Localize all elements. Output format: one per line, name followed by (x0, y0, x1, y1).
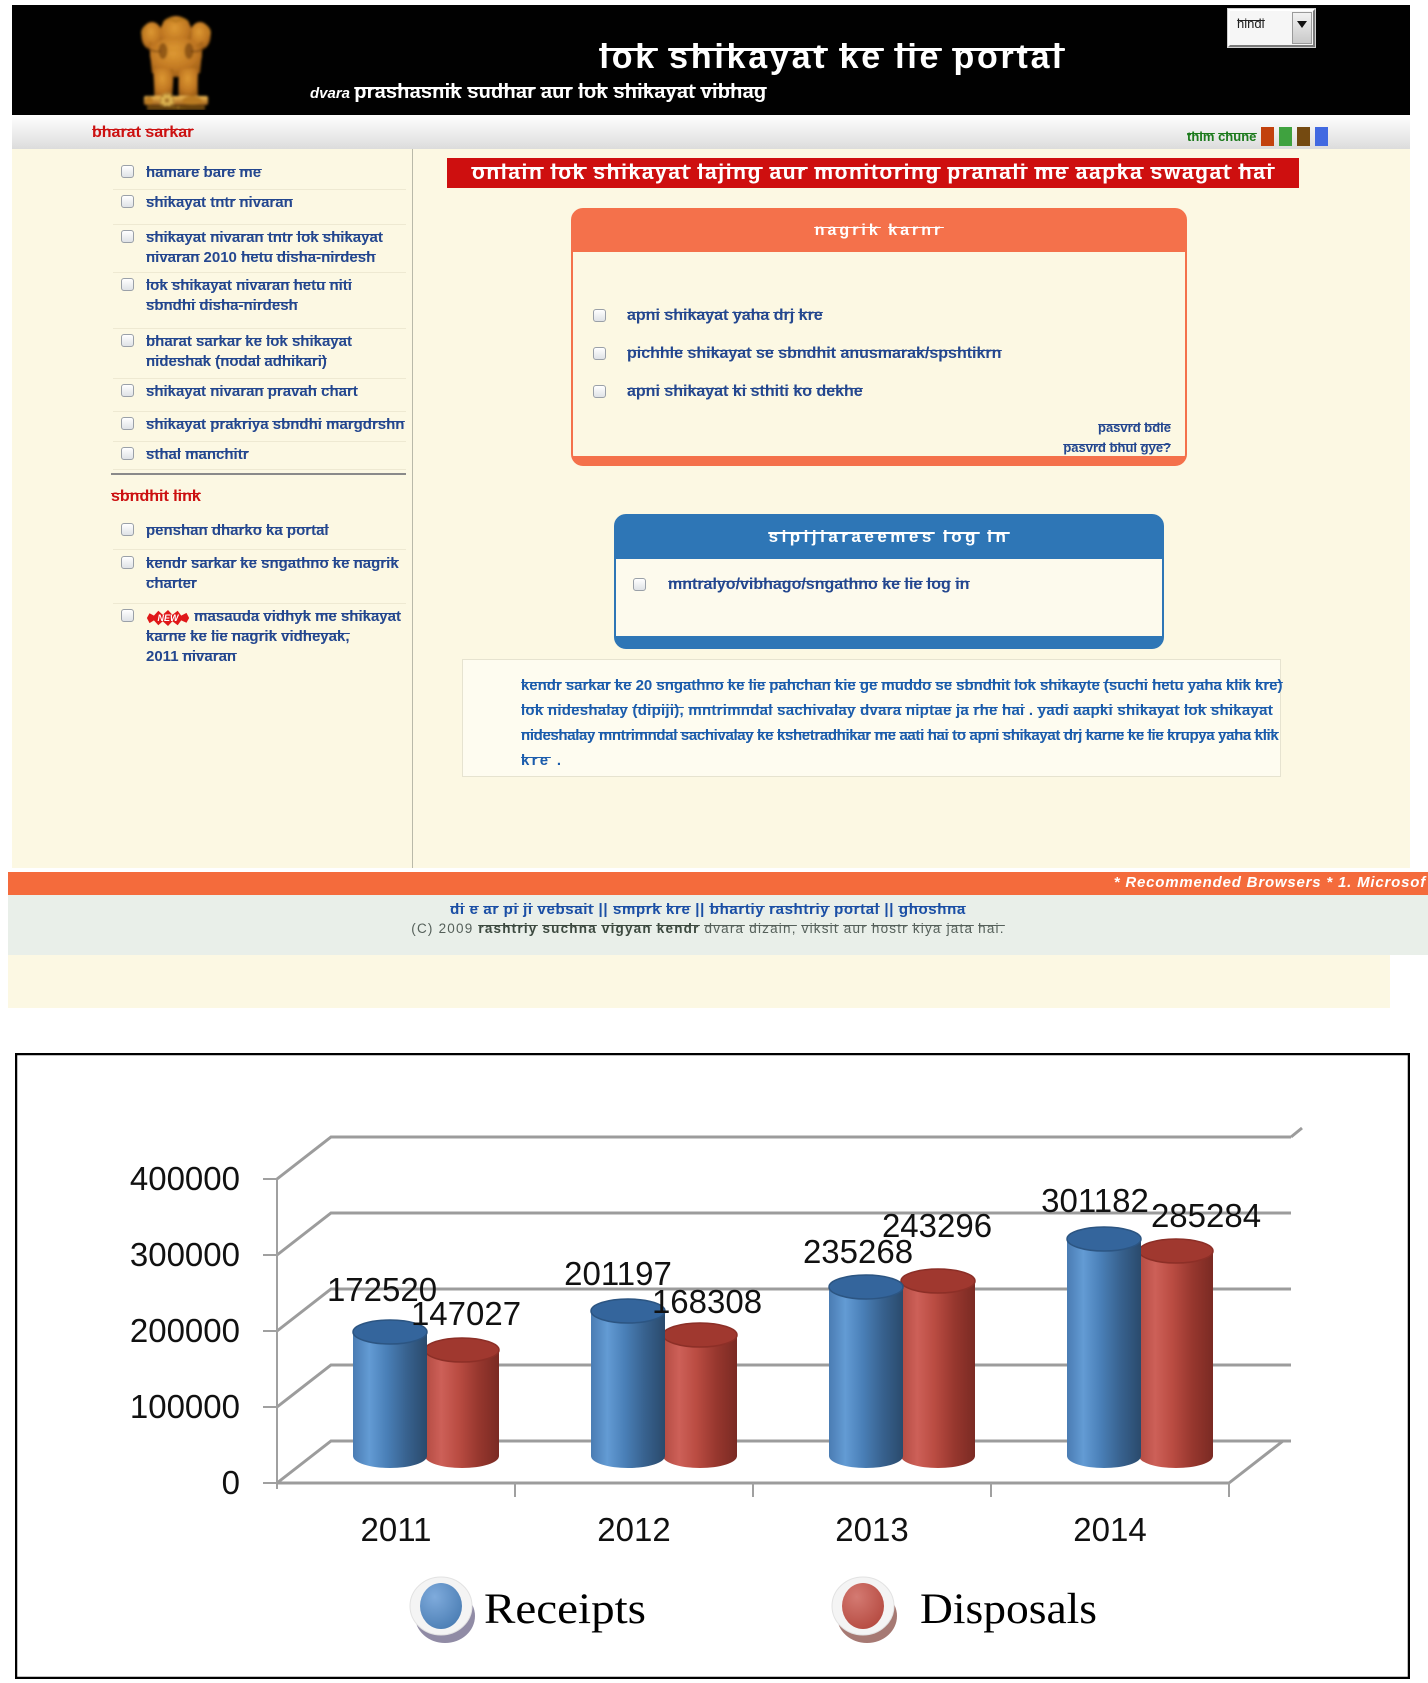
svg-text:285284: 285284 (1151, 1197, 1261, 1234)
svg-text:100000: 100000 (130, 1388, 240, 1425)
svg-text:2014: 2014 (1073, 1511, 1146, 1548)
svg-text:0: 0 (222, 1464, 240, 1501)
svg-text:243296: 243296 (882, 1207, 992, 1244)
svg-text:400000: 400000 (130, 1160, 240, 1197)
svg-text:301182: 301182 (1041, 1182, 1149, 1219)
svg-text:235268: 235268 (803, 1233, 913, 1270)
svg-text:Receipts: Receipts (484, 1586, 646, 1633)
svg-text:300000: 300000 (130, 1236, 240, 1273)
svg-text:2012: 2012 (597, 1511, 670, 1548)
svg-text:. - ~ = - .: . - ~ = - . (167, 106, 186, 110)
svg-text:2011: 2011 (361, 1511, 432, 1548)
svg-text:2013: 2013 (835, 1511, 908, 1548)
svg-text:172520: 172520 (327, 1271, 437, 1308)
svg-text:200000: 200000 (130, 1312, 240, 1349)
svg-text:Disposals: Disposals (920, 1586, 1097, 1633)
svg-text:201197: 201197 (564, 1255, 672, 1292)
svg-text:168308: 168308 (652, 1283, 762, 1320)
svg-text:147027: 147027 (411, 1295, 521, 1332)
